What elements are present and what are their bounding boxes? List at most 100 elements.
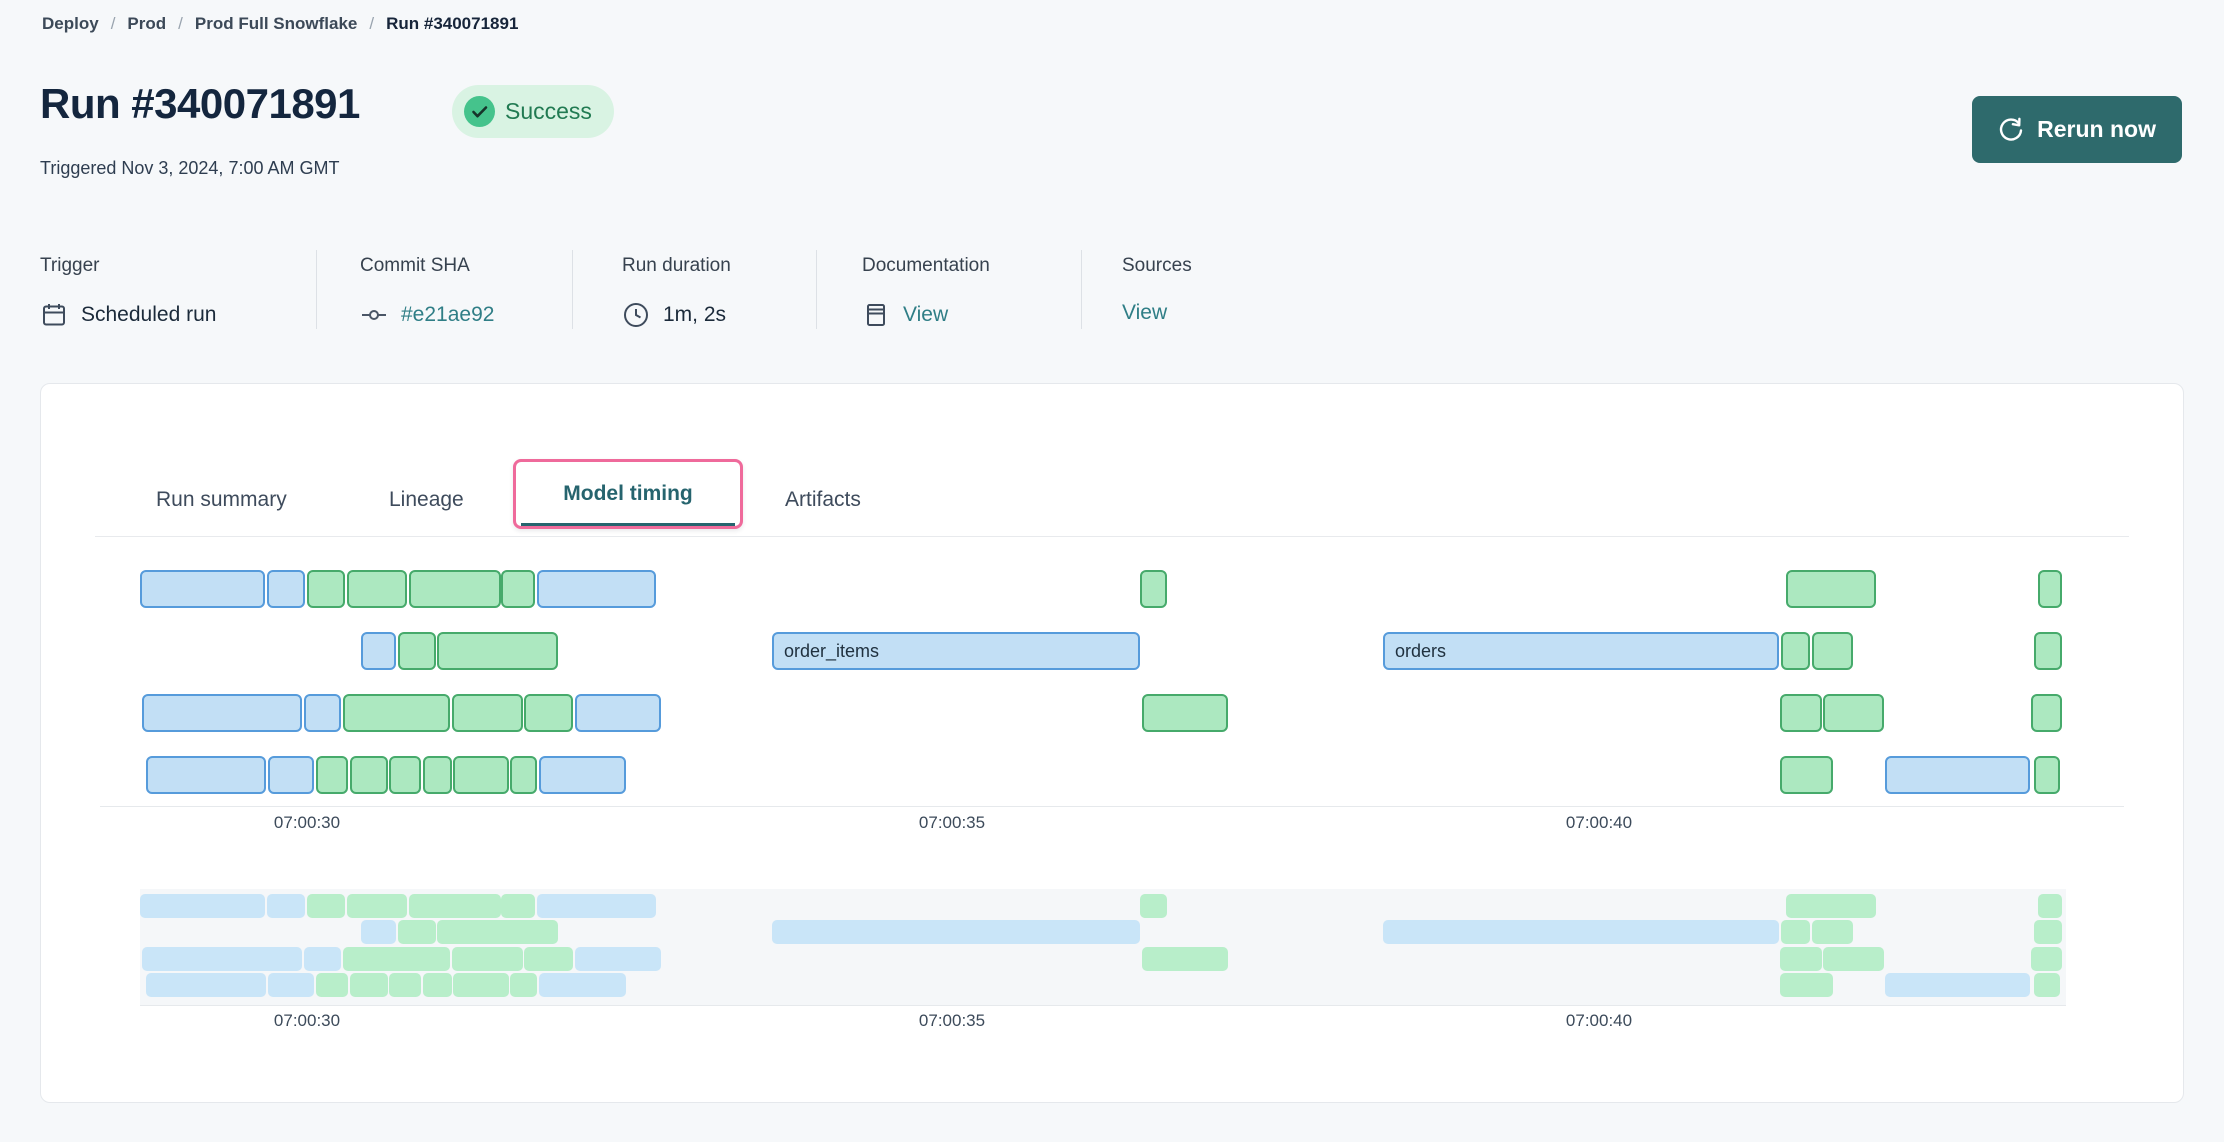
sources-view-link[interactable]: View [1122,301,1168,324]
calendar-icon [40,301,68,329]
breadcrumb-separator: / [369,14,375,33]
gantt-bar[interactable] [361,632,396,670]
gantt-bar[interactable] [1786,570,1876,608]
gantt-bar[interactable] [1823,694,1884,732]
gantt-bar[interactable] [350,756,388,794]
gantt-bar[interactable] [142,694,302,732]
gantt-bar[interactable] [2038,570,2062,608]
gantt-bar[interactable] [389,756,421,794]
time-tick-label: 07:00:30 [273,1011,341,1030]
gantt-bar[interactable] [347,570,407,608]
gantt-bar[interactable] [343,694,450,732]
tab-run-summary[interactable]: Run summary [156,488,287,511]
minimap-bar [347,894,407,918]
minimap-bar [2038,894,2062,918]
gantt-bar[interactable] [1142,694,1228,732]
gantt-bar[interactable] [1812,632,1853,670]
breadcrumb-deploy[interactable]: Deploy [42,14,99,33]
tab-divider [95,536,2129,537]
meta-label: Commit SHA [360,255,470,276]
gantt-bar[interactable] [539,756,626,794]
minimap-bar [575,947,661,971]
gantt-bar[interactable] [524,694,573,732]
documentation-view-link[interactable]: View [903,303,949,326]
minimap-bar [453,973,509,997]
gantt-bar[interactable] [537,570,656,608]
gantt-bar[interactable] [437,632,558,670]
time-tick-label: 07:00:30 [273,813,341,832]
gantt-bar[interactable] [316,756,348,794]
minimap-bar [361,920,396,944]
meta-trigger: Trigger Scheduled run [40,250,317,329]
commit-sha-link[interactable]: #e21ae92 [401,303,495,326]
meta-label: Run duration [622,255,731,276]
docs-icon [862,301,890,329]
time-tick-label: 07:00:35 [918,813,986,832]
breadcrumb-separator: / [110,14,116,33]
breadcrumb-prod[interactable]: Prod [127,14,167,33]
tab-artifacts[interactable]: Artifacts [785,488,861,511]
meta-label: Sources [1122,255,1192,276]
gantt-bar[interactable] [1781,632,1810,670]
gantt-bar[interactable] [423,756,452,794]
gantt-bar[interactable] [2031,694,2062,732]
tab-model-timing-label: Model timing [563,482,693,505]
triggered-timestamp: Triggered Nov 3, 2024, 7:00 AM GMT [40,158,340,178]
gantt-bar[interactable] [398,632,436,670]
meta-label: Documentation [862,255,990,276]
status-badge-label: Success [505,98,592,124]
trigger-value: Scheduled run [81,303,217,326]
gantt-bar[interactable] [2034,632,2062,670]
gantt-bar[interactable] [2034,756,2060,794]
breadcrumb-separator: / [178,14,183,33]
gantt-bar[interactable] [452,694,523,732]
meta-sources: Sources View [1082,250,1342,329]
gantt-bar[interactable] [304,694,341,732]
minimap-bar [423,973,452,997]
gantt-bar[interactable] [140,570,265,608]
tab-model-timing[interactable]: Model timing [513,459,743,529]
minimap-bar [343,947,450,971]
gantt-bar[interactable] [307,570,345,608]
gantt-bar[interactable] [575,694,661,732]
commit-icon [360,301,388,329]
gantt-bar[interactable] [268,756,314,794]
rerun-now-button[interactable]: Rerun now [1972,96,2182,163]
minimap-bar [524,947,573,971]
tab-lineage[interactable]: Lineage [389,488,464,511]
minimap-bar [398,920,436,944]
minimap-bar [1780,973,1833,997]
page-title: Run #340071891 [40,80,360,127]
breadcrumb-job[interactable]: Prod Full Snowflake [194,14,358,33]
gantt-bar[interactable] [453,756,509,794]
success-check-icon [464,96,495,127]
gantt-bar[interactable] [267,570,305,608]
minimap-bar [437,920,558,944]
gantt-bar[interactable] [1885,756,2030,794]
rerun-button-label: Rerun now [2037,116,2156,142]
gantt-bar[interactable] [1780,756,1833,794]
meta-documentation: Documentation View [817,250,1082,329]
minimap-bar [1142,947,1228,971]
minimap-bar [304,947,341,971]
status-badge: Success [452,85,614,138]
gantt-bar[interactable] [510,756,537,794]
run-metadata-row: Trigger Scheduled run Commit SHA #e21ae9… [40,250,1342,329]
minimap-bar [2034,920,2062,944]
gantt-bar[interactable] [501,570,535,608]
rerun-icon [1998,117,2024,143]
gantt-bar[interactable] [409,570,501,608]
time-tick-label: 07:00:40 [1565,813,1633,832]
gantt-bar-order_items[interactable]: order_items [772,632,1140,670]
minimap-bar [1823,947,1884,971]
minimap-bar [350,973,388,997]
minimap-bar [389,973,421,997]
gantt-bar[interactable] [1780,694,1822,732]
minimap-bar [316,973,348,997]
gantt-bar-orders[interactable]: orders [1383,632,1779,670]
gantt-bar[interactable] [1140,570,1167,608]
time-axis-line [100,806,2124,807]
minimap-bar [452,947,523,971]
gantt-bar[interactable] [146,756,266,794]
